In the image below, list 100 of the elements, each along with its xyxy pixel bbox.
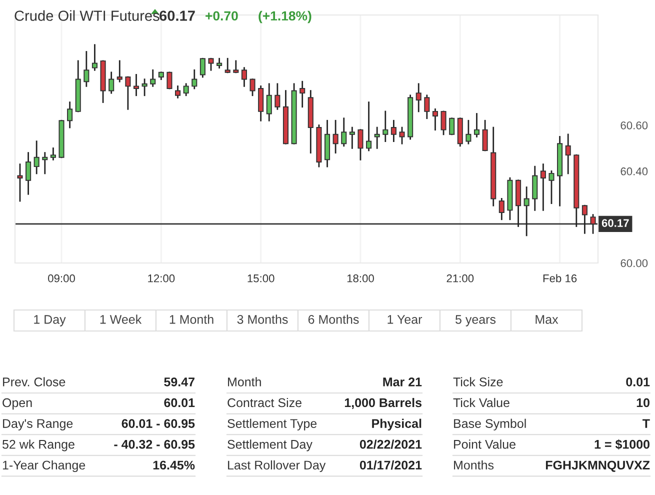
candlestick (92, 44, 98, 71)
text: Tick Size (453, 377, 503, 386)
y-tick-label: 60.00 (620, 259, 648, 268)
x-tick-label: 12:00 (148, 274, 175, 282)
text: 1 Year (388, 315, 422, 324)
candlestick (200, 58, 206, 78)
text: 02/22/2021 (360, 440, 422, 449)
text: Point Value (454, 440, 516, 449)
candlestick (390, 120, 396, 142)
candlestick (366, 102, 372, 152)
text: Month (228, 377, 261, 386)
text: 1 = $1000 (594, 439, 650, 450)
annotation: (+1.18%) (258, 10, 312, 24)
candlestick (432, 108, 438, 131)
candlestick (116, 60, 122, 82)
x-tick-label: 18:00 (347, 274, 374, 282)
text: 10 (636, 398, 650, 408)
candlestick (175, 85, 181, 98)
candlestick (34, 140, 40, 174)
candlestick (332, 120, 338, 154)
text: Months (454, 460, 494, 470)
candlestick (150, 69, 156, 87)
text: Settlement Type (228, 418, 317, 430)
text: 60.01 - 60.95 (122, 419, 195, 428)
text: 59.47 (164, 378, 194, 386)
text: 5 years (456, 315, 496, 326)
candlestick (250, 78, 256, 96)
candlestick (532, 166, 538, 211)
text: Open (2, 398, 32, 410)
text: Settlement Day (228, 440, 312, 452)
x-tick-label: 09:00 (48, 274, 75, 282)
text: 1 Day (34, 315, 66, 326)
text: Last Rollover Day (228, 460, 326, 472)
candlestick (274, 83, 280, 110)
candlestick (17, 164, 23, 202)
annotation: +0.70 (206, 11, 238, 21)
candlestick (449, 118, 455, 136)
text: 52 wk Range (2, 440, 74, 452)
text: Tick Value (453, 398, 510, 408)
text: 6 Months (308, 314, 359, 324)
text: Mar 21 (383, 378, 422, 386)
text: 60.01 (164, 398, 195, 408)
candlestick (241, 67, 247, 87)
candlestick (416, 83, 422, 112)
candlestick (482, 120, 488, 152)
candlestick (183, 83, 189, 96)
text: Base Symbol (454, 418, 526, 430)
candlestick (382, 110, 388, 142)
candlestick (565, 134, 571, 174)
text: Prev. Close (3, 377, 66, 386)
candlestick (233, 60, 239, 74)
text: 3 Months (237, 314, 288, 324)
text: 1 Month (170, 314, 214, 324)
text: 1 Week (100, 314, 142, 324)
candlestick (26, 152, 32, 195)
x-tick-label: 15:00 (248, 274, 274, 282)
text: Day's Range (3, 419, 73, 430)
candlestick (208, 58, 214, 71)
candlestick (166, 72, 172, 90)
annotation: 60.17 (160, 10, 195, 21)
candlestick (50, 147, 56, 160)
text: 16.45% (153, 460, 195, 470)
candlestick (399, 126, 405, 144)
candlestick (358, 129, 364, 160)
candlestick (349, 126, 355, 149)
candlestick (108, 72, 114, 94)
candlestick (341, 118, 347, 147)
candlestick (374, 126, 380, 149)
candlestick (498, 198, 504, 220)
candlestick (133, 74, 140, 96)
y-tick-label: 60.40 (620, 167, 648, 176)
text: - 40.32 - 60.95 (114, 440, 195, 449)
candlestick (142, 78, 148, 96)
text: Contract Size (228, 398, 302, 408)
text: 1-Year Change (2, 460, 86, 472)
x-tick-label: 21:00 (446, 274, 474, 282)
text: 1,000 Barrels (344, 398, 422, 409)
text: 01/17/2021 (360, 460, 422, 470)
candlestick (300, 80, 306, 108)
y-tick-label: 60.60 (620, 121, 648, 130)
ref-line-label: 60.17 (602, 219, 629, 227)
candlestick (192, 69, 198, 90)
candlestick (266, 83, 272, 122)
candlestick (42, 152, 48, 174)
candlestick (466, 120, 472, 144)
text: FGHJKMNQUVXZ (546, 460, 650, 472)
candlestick (540, 164, 546, 211)
candlestick (216, 58, 222, 69)
x-tick-label: Feb 16 (543, 274, 577, 282)
text: 0.01 (626, 378, 650, 386)
text: T (642, 419, 650, 428)
candlestick (440, 110, 446, 136)
candlestick (224, 58, 230, 74)
candlestick (474, 113, 480, 138)
candlestick (258, 85, 264, 122)
text: Max (536, 315, 558, 324)
chart-title: Crude Oil WTI Futures (14, 10, 160, 21)
candlestick (125, 76, 131, 110)
candlestick (84, 51, 90, 87)
text: Physical (372, 418, 422, 430)
